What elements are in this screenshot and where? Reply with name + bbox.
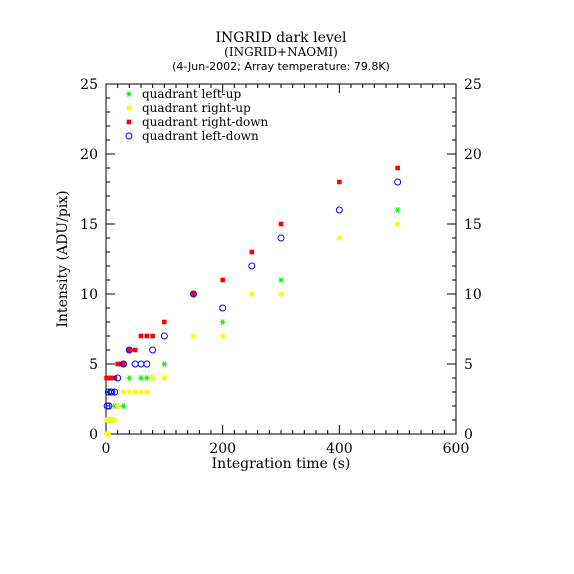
data-points (103, 165, 402, 437)
data-point (336, 235, 342, 241)
y-tick-label-left: 15 (80, 217, 98, 233)
data-point (105, 402, 113, 410)
data-point (249, 291, 255, 297)
data-point (126, 389, 132, 395)
y-tick-label-right: 0 (464, 427, 473, 443)
y-tick-label-right: 25 (464, 77, 482, 93)
legend-label: quadrant left-up (142, 87, 241, 101)
data-point (120, 389, 127, 395)
data-point (109, 375, 115, 381)
data-point (150, 375, 156, 381)
data-point (121, 361, 126, 367)
series-open-circle (103, 178, 402, 410)
y-axis-label: Intensity (ADU/pix) (55, 190, 71, 327)
data-point (219, 304, 227, 312)
legend-marker (125, 132, 133, 140)
data-point (143, 360, 151, 368)
legend-item: quadrant right-down (126, 115, 269, 129)
y-tick-label-right: 20 (464, 147, 482, 163)
series-filled-square (104, 165, 400, 381)
legend-marker (126, 91, 132, 97)
data-point (161, 375, 167, 381)
x-tick-label: 400 (326, 441, 353, 457)
legend-marker (126, 105, 132, 111)
data-point (127, 347, 132, 353)
legend-item: quadrant right-up (126, 101, 251, 115)
data-point (115, 361, 120, 367)
data-point (143, 375, 150, 381)
legend-marker (126, 119, 132, 125)
data-point (112, 417, 118, 423)
legend-label: quadrant left-down (142, 129, 259, 143)
data-point (394, 207, 401, 213)
data-point (220, 277, 225, 283)
data-point (105, 431, 111, 437)
y-tick-label-right: 10 (464, 287, 482, 303)
y-tick-label-left: 20 (80, 147, 98, 163)
data-point (150, 333, 155, 339)
data-point (126, 375, 133, 381)
y-tick-label-left: 10 (80, 287, 98, 303)
data-point (248, 262, 256, 270)
data-point (132, 347, 138, 353)
data-point (161, 361, 168, 367)
series-filled-circle (103, 221, 401, 437)
data-point (249, 249, 255, 255)
data-point (395, 165, 400, 171)
data-point (138, 375, 144, 381)
data-point (138, 389, 144, 395)
data-point (125, 346, 133, 354)
data-point (337, 179, 342, 185)
data-point (144, 333, 150, 339)
data-point (162, 319, 167, 325)
data-point (278, 277, 284, 283)
data-point (220, 333, 226, 339)
legend-label: quadrant right-down (142, 115, 269, 129)
data-point (111, 388, 119, 396)
data-point (277, 234, 285, 242)
data-point (149, 346, 157, 354)
data-point (190, 333, 197, 339)
chart-subtitle-date: (4-Jun-2002; Array temperature: 79.8K) (172, 60, 390, 73)
chart-subtitle: (INGRID+NAOMI) (224, 45, 338, 59)
data-point (191, 291, 196, 297)
y-tick-label-right: 15 (464, 217, 482, 233)
legend-item: quadrant left-down (125, 129, 259, 143)
data-point (395, 221, 401, 227)
data-point (138, 333, 144, 339)
data-point (394, 178, 402, 186)
legend-item: quadrant left-up (126, 87, 241, 101)
data-point (115, 403, 121, 409)
data-point (120, 403, 127, 409)
x-tick-label: 600 (443, 441, 470, 457)
legend-label: quadrant right-up (142, 101, 251, 115)
data-point (278, 221, 284, 227)
data-point (190, 290, 197, 298)
x-tick-label: 200 (209, 441, 236, 457)
data-point (120, 360, 127, 368)
data-point (114, 374, 122, 382)
data-point (335, 206, 343, 214)
x-tick-label: 0 (102, 441, 111, 457)
data-point (108, 388, 116, 396)
data-point (219, 319, 226, 325)
chart-title: INGRID dark level (215, 30, 347, 46)
data-point (132, 389, 138, 395)
y-tick-label-left: 5 (89, 357, 98, 373)
x-axis-label: Integration time (s) (212, 456, 351, 472)
y-tick-label-right: 5 (464, 357, 473, 373)
data-point (278, 291, 284, 297)
y-tick-label-left: 0 (89, 427, 98, 443)
y-tick-label-left: 25 (80, 77, 98, 93)
data-point (160, 332, 168, 340)
data-point (144, 389, 150, 395)
